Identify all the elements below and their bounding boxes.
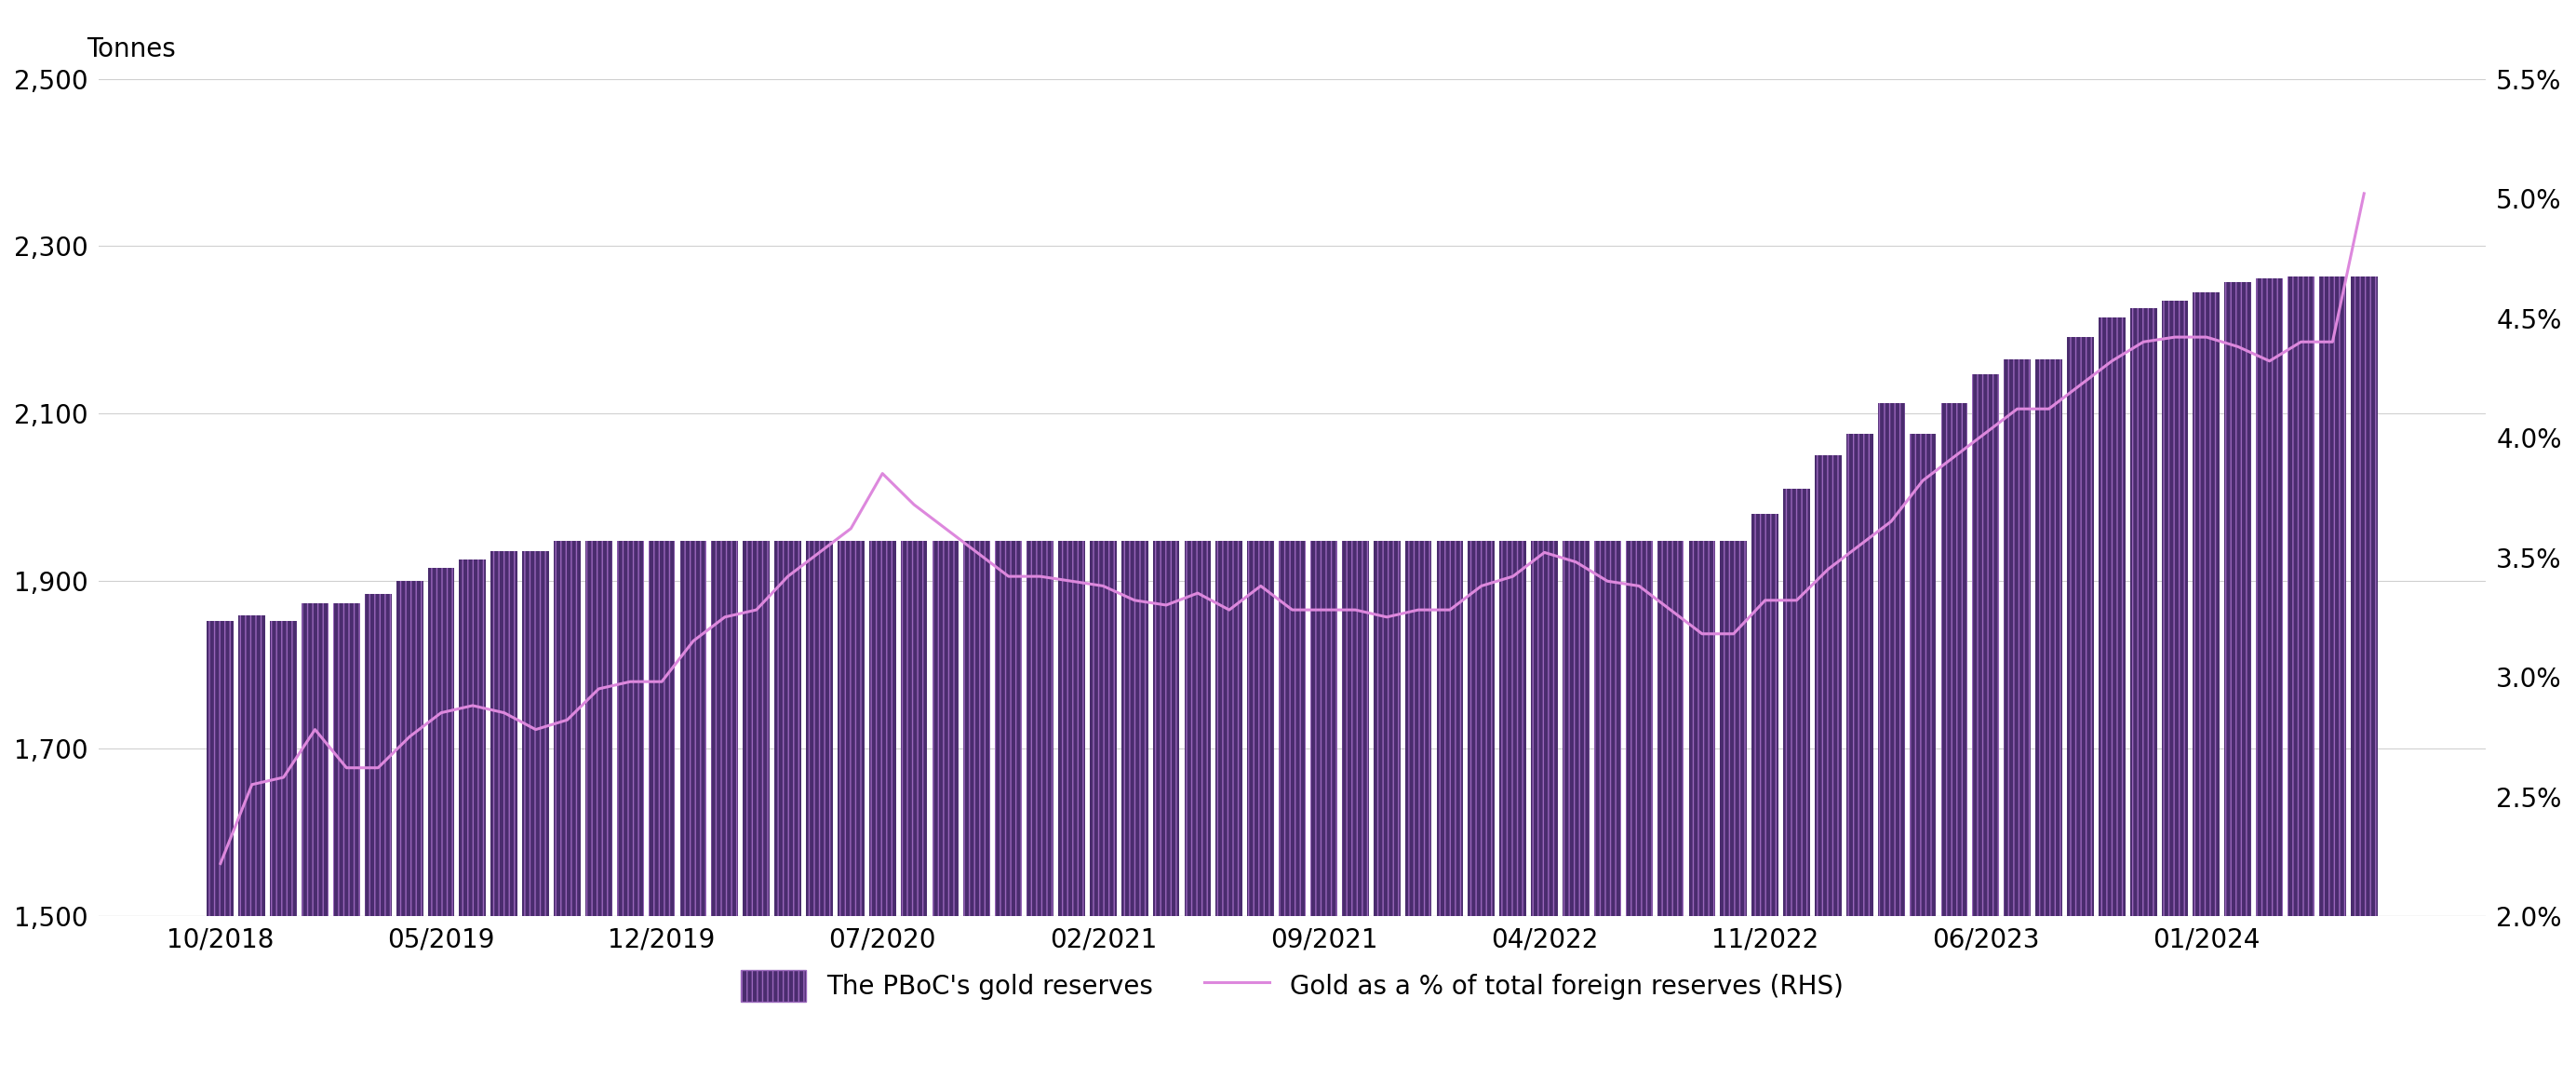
- Bar: [585, 541, 613, 916]
- Bar: [554, 541, 580, 916]
- Bar: [837, 541, 866, 916]
- Bar: [902, 541, 927, 916]
- Bar: [1530, 541, 1558, 916]
- Bar: [2257, 278, 2282, 916]
- Bar: [2318, 276, 2347, 916]
- Bar: [1878, 403, 1904, 916]
- Bar: [1847, 434, 1873, 916]
- Bar: [1247, 541, 1275, 916]
- Bar: [994, 541, 1023, 916]
- Bar: [459, 559, 487, 916]
- Bar: [1185, 541, 1211, 916]
- Bar: [1721, 541, 1747, 916]
- Bar: [1216, 541, 1242, 916]
- Bar: [1752, 514, 1777, 916]
- Bar: [1656, 541, 1685, 916]
- Bar: [1909, 434, 1937, 916]
- Bar: [1499, 541, 1528, 916]
- Bar: [301, 603, 327, 916]
- Bar: [2352, 276, 2378, 916]
- Bar: [775, 541, 801, 916]
- Bar: [397, 581, 422, 916]
- Bar: [963, 541, 989, 916]
- Text: Tonnes: Tonnes: [88, 36, 175, 62]
- Bar: [1690, 541, 1716, 916]
- Bar: [2066, 336, 2094, 916]
- Bar: [1940, 403, 1968, 916]
- Bar: [206, 620, 234, 916]
- Bar: [492, 551, 518, 916]
- Bar: [332, 603, 361, 916]
- Bar: [366, 594, 392, 916]
- Bar: [2192, 293, 2221, 916]
- Bar: [868, 541, 896, 916]
- Bar: [523, 551, 549, 916]
- Bar: [1468, 541, 1494, 916]
- Bar: [240, 616, 265, 916]
- Bar: [616, 541, 644, 916]
- Bar: [1090, 541, 1115, 916]
- Bar: [428, 568, 453, 916]
- Bar: [806, 541, 832, 916]
- Bar: [1028, 541, 1054, 916]
- Bar: [680, 541, 706, 916]
- Bar: [1595, 541, 1620, 916]
- Bar: [1783, 489, 1811, 916]
- Bar: [2099, 318, 2125, 916]
- Bar: [2130, 308, 2156, 916]
- Bar: [1564, 541, 1589, 916]
- Bar: [1151, 541, 1180, 916]
- Bar: [742, 541, 770, 916]
- Bar: [1373, 541, 1401, 916]
- Bar: [1059, 541, 1084, 916]
- Bar: [2287, 276, 2313, 916]
- Bar: [1814, 455, 1842, 916]
- Bar: [1121, 541, 1149, 916]
- Bar: [2004, 359, 2030, 916]
- Bar: [1625, 541, 1651, 916]
- Legend: The PBoC's gold reserves, Gold as a % of total foreign reserves (RHS): The PBoC's gold reserves, Gold as a % of…: [732, 960, 1855, 1012]
- Bar: [1973, 375, 1999, 916]
- Bar: [1278, 541, 1306, 916]
- Bar: [1342, 541, 1368, 916]
- Bar: [270, 621, 296, 916]
- Bar: [711, 541, 739, 916]
- Bar: [1437, 541, 1463, 916]
- Bar: [2035, 359, 2063, 916]
- Bar: [933, 541, 958, 916]
- Bar: [1404, 541, 1432, 916]
- Bar: [2161, 300, 2187, 916]
- Bar: [2226, 282, 2251, 916]
- Bar: [1311, 541, 1337, 916]
- Bar: [649, 541, 675, 916]
